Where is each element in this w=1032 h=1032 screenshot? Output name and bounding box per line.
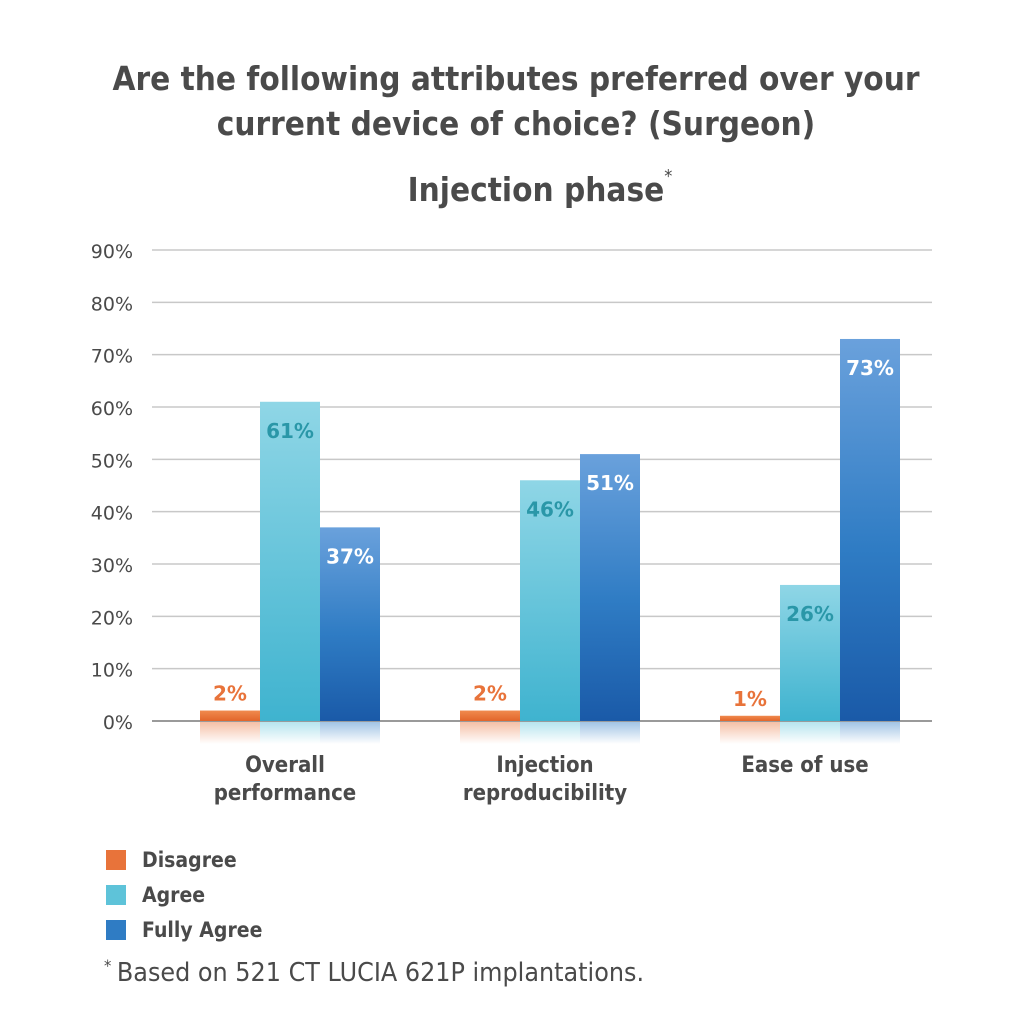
- bar-fully-agree: [320, 527, 380, 721]
- bar-reflection: [580, 722, 640, 744]
- legend-label-agree: Agree: [142, 882, 206, 907]
- bar-reflection: [260, 722, 320, 744]
- bar-value-label: 2%: [213, 682, 247, 706]
- legend-item-agree: Agree: [106, 877, 276, 912]
- chart-title-line-2: current device of choice? (Surgeon): [216, 104, 816, 143]
- chart-subtitle-text: Injection phase: [407, 170, 665, 209]
- y-tick-label: 20%: [91, 607, 133, 629]
- x-tick-label: reproducibility: [463, 780, 628, 805]
- bar-agree: [260, 401, 320, 721]
- bar-value-label: 61%: [266, 419, 314, 443]
- legend-swatch-agree: [106, 884, 126, 905]
- footnote: * Based on 521 CT LUCIA 621P implantation…: [104, 956, 645, 988]
- legend-swatch-disagree: [106, 849, 126, 870]
- bar-value-label: 1%: [733, 687, 767, 711]
- y-tick-label: 10%: [91, 660, 133, 682]
- bar-reflection: [200, 722, 260, 744]
- bar-fully-agree: [840, 338, 900, 721]
- y-tick-label: 70%: [91, 346, 133, 368]
- chart-subtitle-mark: *: [664, 166, 673, 187]
- bar-reflection: [780, 722, 840, 744]
- y-tick-label: 60%: [91, 398, 133, 420]
- bar-value-label: 73%: [846, 356, 894, 380]
- y-tick-label: 30%: [91, 555, 133, 577]
- bars: [200, 338, 900, 744]
- legend-item-fully-agree: Fully Agree: [106, 912, 276, 947]
- bar-agree: [520, 480, 580, 721]
- bar-disagree: [200, 710, 260, 721]
- legend: Disagree Agree Fully Agree: [106, 842, 276, 947]
- bar-reflection: [460, 722, 520, 744]
- x-tick-label: Ease of use: [741, 752, 868, 777]
- footnote-mark: *: [104, 956, 112, 975]
- bar-disagree: [720, 715, 780, 721]
- bar-fully-agree: [580, 454, 640, 721]
- x-tick-label: performance: [214, 780, 356, 805]
- bar-value-label: 2%: [473, 682, 507, 706]
- bar-disagree: [460, 710, 520, 721]
- bar-agree: [780, 584, 840, 721]
- footnote-text: Based on 521 CT LUCIA 621P implantations…: [116, 958, 645, 988]
- chart-subtitle: Injection phase*: [54, 166, 1026, 209]
- bar-reflection: [320, 722, 380, 744]
- y-tick-label: 80%: [91, 293, 133, 315]
- x-tick-label: Injection: [496, 752, 593, 777]
- legend-label-disagree: Disagree: [142, 847, 237, 872]
- y-tick-label: 90%: [91, 241, 133, 263]
- x-tick-label: Overall: [245, 752, 325, 777]
- legend-swatch-fully-agree: [106, 919, 126, 940]
- bar-labels: 2% 61% 37% 2% 46% 51% 1% 26% 73%: [213, 356, 894, 711]
- bar-value-label: 51%: [586, 471, 634, 495]
- bar-reflection: [520, 722, 580, 744]
- x-axis-labels: Overall performance Injection reproducibili…: [214, 752, 869, 805]
- bar-reflection: [840, 722, 900, 744]
- chart-title-line-1: Are the following attributes preferred o…: [112, 59, 920, 98]
- chart-title: Are the following attributes preferred o…: [52, 56, 981, 146]
- bar-value-label: 37%: [326, 544, 374, 568]
- y-tick-label: 40%: [91, 503, 133, 525]
- y-axis-ticks: 0% 10% 20% 30% 40% 50% 60% 70% 80% 90%: [91, 241, 133, 734]
- bar-reflection: [720, 722, 780, 744]
- legend-item-disagree: Disagree: [106, 842, 276, 877]
- legend-label-fully-agree: Fully Agree: [142, 917, 263, 942]
- bar-value-label: 26%: [786, 602, 834, 626]
- y-tick-label: 50%: [91, 450, 133, 472]
- bar-value-label: 46%: [526, 497, 574, 521]
- y-tick-label: 0%: [103, 712, 133, 734]
